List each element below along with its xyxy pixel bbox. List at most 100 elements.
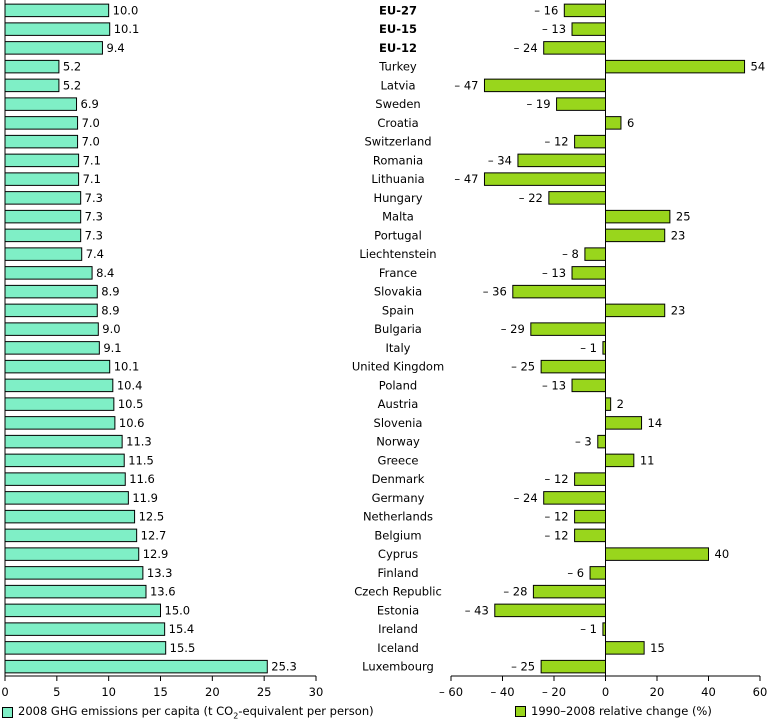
bar <box>4 528 138 543</box>
data-label: 25 <box>676 210 691 224</box>
bar <box>4 509 136 524</box>
category-label: EU-12 <box>379 41 417 55</box>
data-label: – 25 <box>511 660 535 674</box>
category-label: Luxembourg <box>362 660 434 674</box>
data-label: 7.3 <box>85 228 103 242</box>
per-capita-emissions-chart: 10.010.19.45.25.26.97.07.07.17.17.37.37.… <box>1 0 323 699</box>
data-label: 9.4 <box>106 41 124 55</box>
bar <box>483 172 607 186</box>
bar <box>589 566 606 580</box>
category-label: Czech Republic <box>354 585 442 599</box>
bar <box>4 453 125 468</box>
data-label: 5.2 <box>63 60 81 74</box>
data-label: 6 <box>627 116 634 130</box>
x-tick-label: 25 <box>257 685 272 699</box>
data-label: – 47 <box>454 78 478 92</box>
data-label: 10.6 <box>119 416 145 430</box>
category-label: Malta <box>382 210 414 224</box>
bar <box>4 303 98 318</box>
bar <box>517 153 607 168</box>
x-tick-label: 15 <box>153 685 168 699</box>
data-label: – 6 <box>567 566 584 580</box>
bar <box>605 116 622 130</box>
category-label: Croatia <box>377 116 418 130</box>
data-label: 11.9 <box>132 491 158 505</box>
bar <box>4 116 79 130</box>
x-tick-label: 0 <box>1 685 8 699</box>
data-label: 23 <box>671 228 686 242</box>
bar <box>563 3 606 18</box>
category-label: Austria <box>378 397 419 411</box>
bar <box>4 153 80 168</box>
data-label: – 13 <box>542 266 566 280</box>
data-label: – 34 <box>488 153 512 167</box>
legend-label-relative-change: 1990–2008 relative change (%) <box>531 704 712 718</box>
data-label: 8.9 <box>101 303 119 317</box>
bar <box>4 284 98 299</box>
bar <box>605 416 643 430</box>
category-label: Greece <box>378 453 419 467</box>
data-label: 12.9 <box>143 547 169 561</box>
bar <box>4 341 100 355</box>
data-label: – 13 <box>542 378 566 392</box>
category-label: France <box>379 266 417 280</box>
category-label: Hungary <box>373 191 422 205</box>
bar <box>571 266 607 280</box>
bar <box>605 59 746 74</box>
category-label: Spain <box>382 303 414 317</box>
category-label: Liechtenstein <box>359 247 436 261</box>
x-tick-label: – 20 <box>542 685 566 699</box>
data-label: 11.6 <box>129 472 155 486</box>
data-label: – 16 <box>534 3 558 17</box>
data-label: 11.5 <box>128 453 154 467</box>
data-label: 7.3 <box>85 210 103 224</box>
data-label: – 24 <box>514 41 538 55</box>
bar <box>574 528 606 543</box>
data-label: 9.1 <box>103 341 121 355</box>
data-label: 14 <box>648 416 663 430</box>
category-label: Norway <box>376 435 420 449</box>
bar <box>483 78 607 93</box>
data-label: 12.7 <box>141 528 167 542</box>
category-label: Bulgaria <box>374 322 422 336</box>
data-label: 7.0 <box>82 116 100 130</box>
bar <box>4 622 166 636</box>
x-tick-label: 10 <box>101 685 116 699</box>
data-label: – 29 <box>501 322 525 336</box>
data-label: 7.0 <box>82 135 100 149</box>
legend-swatch-relative-change <box>515 705 526 717</box>
bar <box>4 491 129 505</box>
bar <box>605 303 666 318</box>
bar <box>512 284 606 299</box>
x-tick-label: 40 <box>701 685 716 699</box>
data-label: – 12 <box>545 510 569 524</box>
bar <box>597 434 607 449</box>
category-label: Switzerland <box>364 135 431 149</box>
data-label: – 24 <box>514 491 538 505</box>
category-label: Italy <box>386 341 411 355</box>
legend-swatch-per-capita <box>2 706 13 718</box>
data-label: – 43 <box>465 603 489 617</box>
bar <box>584 247 607 261</box>
x-tick-label: 20 <box>205 685 220 699</box>
data-label: 13.3 <box>147 566 173 580</box>
category-label: Estonia <box>377 603 419 617</box>
bar <box>4 191 82 205</box>
category-label: Germany <box>372 491 425 505</box>
data-label: – 3 <box>575 435 592 449</box>
data-label: 7.1 <box>83 172 101 186</box>
bar <box>494 603 606 618</box>
category-label: Romania <box>373 153 423 167</box>
bar <box>532 584 607 599</box>
category-label: Poland <box>379 378 417 392</box>
bar <box>4 322 99 336</box>
x-tick-label: 20 <box>650 685 665 699</box>
data-label: – 12 <box>545 135 569 149</box>
bar <box>4 41 103 55</box>
bar <box>605 641 645 655</box>
bar <box>548 191 606 205</box>
x-tick-label: 30 <box>309 685 324 699</box>
data-label: 15.5 <box>170 641 196 655</box>
bar <box>530 322 607 336</box>
bar <box>4 659 268 674</box>
